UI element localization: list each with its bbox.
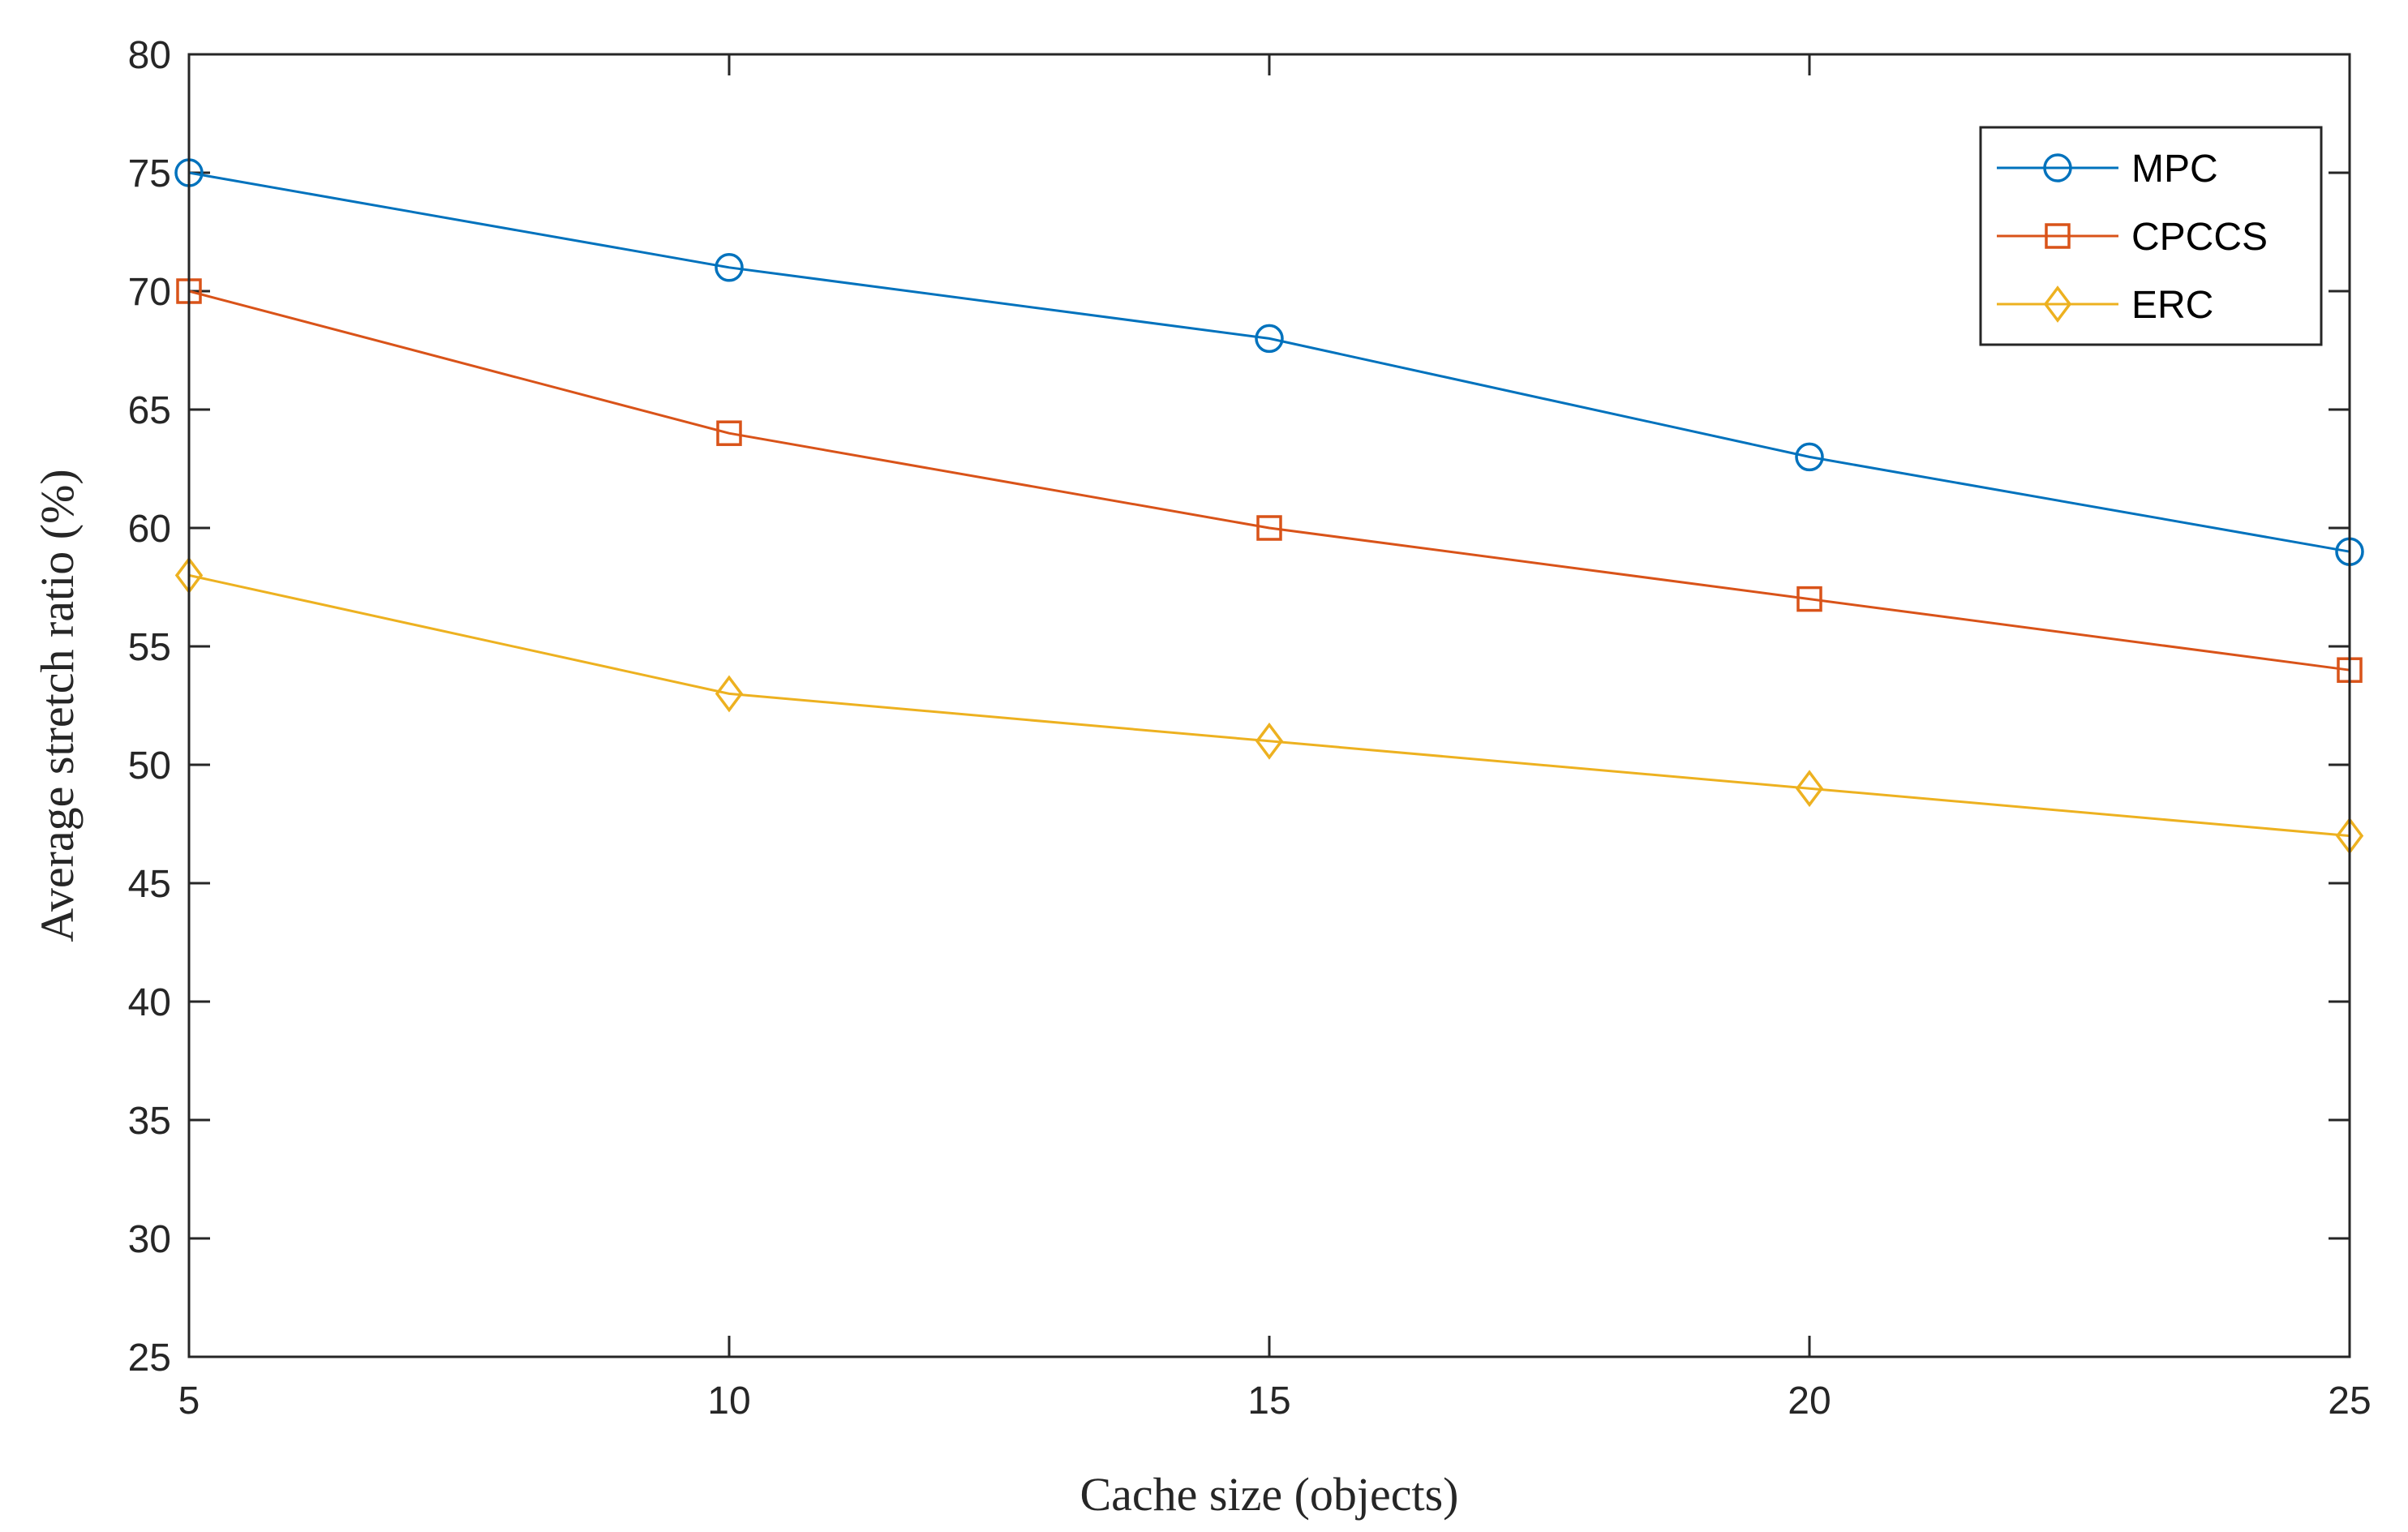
legend-marker (2043, 285, 2072, 323)
data-point-cpccs (1256, 515, 1282, 541)
legend-item-mpc: MPC (1997, 148, 2218, 191)
y-tick-label: 45 (128, 863, 171, 906)
y-tick-label: 75 (128, 152, 171, 195)
legend-label: MPC (2131, 148, 2218, 191)
data-point-erc (1795, 770, 1824, 808)
x-tick-label: 20 (1788, 1380, 1831, 1423)
legend-item-erc: ERC (1997, 284, 2213, 327)
x-tick-label: 15 (1247, 1380, 1290, 1423)
tick-labels: 25 30 35 40 45 50 55 60 65 70 75 80 5 10 15 20 25 (128, 34, 2372, 1423)
x-tick-label: 10 (707, 1380, 750, 1423)
y-tick-label: 80 (128, 34, 171, 77)
series-line-mpc (188, 171, 2350, 553)
x-tick-label: 25 (2328, 1380, 2371, 1423)
y-tick-label: 50 (128, 745, 171, 787)
y-axis-label: Average stretch ratio (%) (31, 469, 84, 942)
x-axis-label: Cache size (objects) (1080, 1468, 1458, 1521)
y-tick-label: 25 (128, 1337, 171, 1380)
legend-marker (2045, 223, 2071, 249)
data-point-erc (715, 675, 744, 713)
y-tick-label: 55 (128, 626, 171, 669)
legend-label: ERC (2131, 284, 2213, 327)
legend-item-cpccs: CPCCS (1997, 216, 2268, 259)
data-point-cpccs (1796, 586, 1822, 612)
data-point-mpc (1795, 442, 1824, 472)
y-tick-label: 60 (128, 508, 171, 551)
y-tick-label: 70 (128, 271, 171, 314)
y-tick-label: 40 (128, 981, 171, 1024)
y-tick-label: 65 (128, 389, 171, 432)
series-line-erc (188, 573, 2350, 838)
x-tick-label: 5 (178, 1380, 200, 1423)
y-tick-label: 30 (128, 1218, 171, 1261)
legend-marker (2043, 153, 2072, 182)
legend: MPC CPCCS ERC (1979, 126, 2323, 346)
plot-frame (187, 53, 2351, 1358)
data-point-cpccs (716, 420, 742, 446)
series-line-cpccs (188, 290, 2350, 672)
data-point-mpc (1255, 324, 1284, 354)
y-tick-label: 35 (128, 1100, 171, 1143)
data-point-mpc (715, 253, 744, 282)
legend-label: CPCCS (2131, 216, 2268, 259)
data-point-erc (1255, 722, 1284, 760)
